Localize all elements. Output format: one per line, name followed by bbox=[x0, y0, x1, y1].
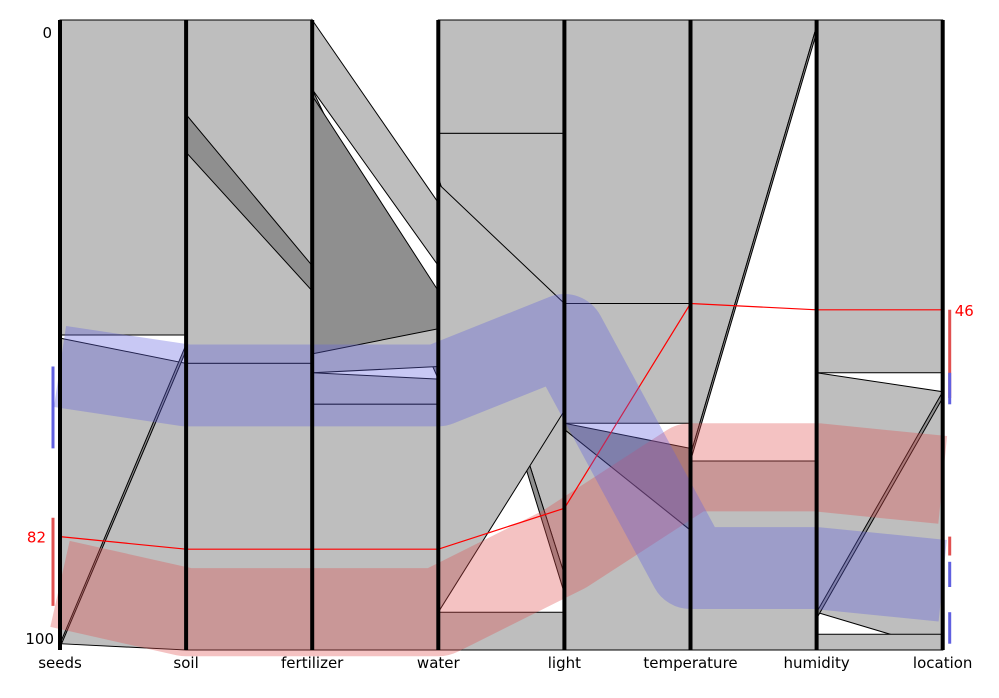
axis-label-fertilizer: fertilizer bbox=[281, 654, 344, 672]
highlight-band-blue bbox=[53, 294, 947, 622]
axis-label-light: light bbox=[548, 654, 581, 672]
axes-layer: seeds soil fertilizer water light temperature… bbox=[38, 20, 972, 672]
axis-label-water: water bbox=[417, 654, 461, 672]
y-tick-label-bottom: 100 bbox=[25, 630, 54, 648]
ribbon-water-to-light-13 bbox=[437, 19, 565, 134]
ribbon-seeds-to-soil-0 bbox=[59, 19, 187, 336]
axis-label-seeds: seeds bbox=[38, 654, 82, 672]
highlight-end-label: 46 bbox=[955, 302, 974, 320]
ribbons-layer bbox=[59, 18, 944, 651]
highlight-start-label: 82 bbox=[27, 529, 46, 547]
ribbon-humidity-to-location-25 bbox=[816, 19, 944, 374]
y-tick-label-top: 0 bbox=[42, 24, 52, 42]
labels-layer: 0 100 82 46 bbox=[25, 24, 973, 648]
axis-label-temperature: temperature bbox=[643, 654, 737, 672]
highlights-layer bbox=[50, 294, 952, 657]
axis-label-soil: soil bbox=[173, 654, 198, 672]
axis-label-location: location bbox=[913, 654, 973, 672]
ribbon-humidity-to-location-28 bbox=[816, 633, 944, 651]
axis-label-humidity: humidity bbox=[783, 654, 849, 672]
ribbon-light-to-temperature-18 bbox=[563, 19, 691, 304]
highlight-band-red bbox=[50, 423, 948, 657]
highlight-line-red bbox=[59, 302, 943, 550]
